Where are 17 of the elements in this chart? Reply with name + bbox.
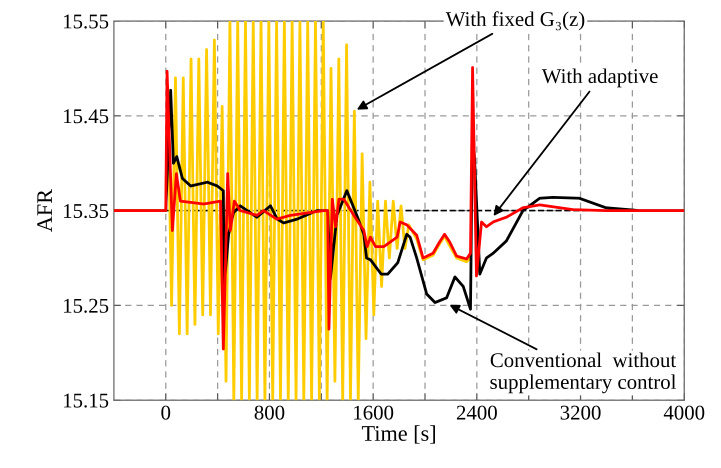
y-tick-label: 15.35 bbox=[64, 204, 108, 218]
x-axis-title: Time [s] bbox=[362, 425, 435, 444]
annotation: Conventional without supplementary control bbox=[490, 352, 676, 394]
y-tick-label: 15.45 bbox=[64, 109, 108, 124]
y-tick-label: 15.15 bbox=[64, 394, 108, 408]
x-tick-label: 2400 bbox=[456, 406, 497, 420]
x-tick-label: 0 bbox=[161, 406, 170, 420]
y-tick-label: 15.25 bbox=[64, 298, 108, 313]
annotation: With fixed G₃(z) bbox=[446, 11, 584, 30]
annotation: With adaptive bbox=[542, 68, 658, 88]
x-tick-label: 4000 bbox=[664, 406, 704, 420]
y-tick-label: 15.55 bbox=[64, 14, 108, 29]
x-tick-label: 800 bbox=[254, 406, 284, 420]
line-series bbox=[114, 66, 684, 350]
x-tick-label: 3200 bbox=[560, 406, 601, 420]
x-tick-label: 1600 bbox=[354, 406, 394, 420]
y-axis-title: AFR bbox=[37, 189, 52, 232]
